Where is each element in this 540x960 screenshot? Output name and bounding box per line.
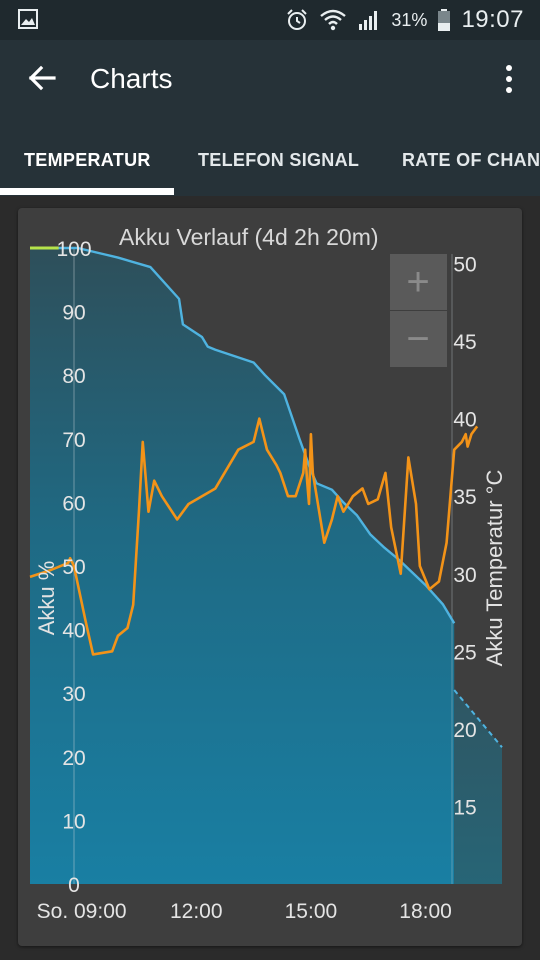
y2-tick-label: 15 — [453, 796, 476, 819]
y2-tick-label: 20 — [453, 719, 476, 742]
y-tick-label: 60 — [62, 492, 85, 515]
battery-line — [30, 246, 456, 624]
y-tick-label: 50 — [62, 556, 85, 579]
y-tick-label: 80 — [62, 365, 85, 388]
y-tick-label: 0 — [68, 874, 80, 897]
tab-temperatur[interactable]: TEMPERATUR — [24, 150, 151, 170]
tab-telefon-signal[interactable]: TELEFON SIGNAL — [198, 150, 360, 170]
x-tick-label: 15:00 — [285, 900, 338, 923]
chart-title: Akku Verlauf (4d 2h 20m) — [119, 224, 379, 250]
page-title: Charts — [90, 63, 173, 94]
y-axis-label: Akku % — [34, 561, 59, 636]
y-tick-label: 30 — [62, 683, 85, 706]
temperature-line — [29, 417, 479, 656]
y2-tick-label: 25 — [453, 641, 476, 664]
y2-tick-label: 35 — [453, 486, 476, 509]
app-bar: Charts — [0, 40, 540, 120]
wifi-icon — [320, 9, 347, 31]
y-tick-label: 20 — [62, 747, 85, 770]
zoom-out-label: − — [406, 317, 429, 361]
y-tick-label: 40 — [62, 620, 85, 643]
y2-tick-label: 45 — [453, 331, 476, 354]
x-tick-label: 12:00 — [170, 900, 223, 923]
chart-card: 0 10 20 30 40 50 60 70 80 90 100 15 20 25 30 35 40 45 50 … — [18, 208, 522, 946]
x-tick-label: So. 09:00 — [37, 900, 127, 923]
battery-projection-fill — [454, 690, 502, 884]
y2-tick-label: 40 — [453, 409, 476, 432]
zoom-out-button[interactable]: − — [390, 311, 447, 367]
alarm-icon — [287, 9, 308, 30]
y-tick-label: 70 — [62, 429, 85, 452]
tab-rate-of-change[interactable]: RATE OF CHANG — [402, 150, 540, 170]
battery-icon — [438, 9, 451, 31]
gallery-icon — [18, 9, 38, 29]
y2-tick-label: 50 — [453, 254, 476, 277]
zoom-in-label: + — [406, 260, 429, 304]
battery-projection-line — [453, 689, 503, 748]
y-tick-label: 90 — [62, 302, 85, 325]
battery-area-fill — [30, 248, 455, 884]
clock: 19:07 — [461, 6, 524, 33]
y-tick-label: 100 — [56, 238, 91, 261]
y2-axis-label: Akku Temperatur °C — [482, 470, 507, 667]
signal-icon — [359, 11, 378, 30]
content-area: 0 10 20 30 40 50 60 70 80 90 100 15 20 25 30 35 40 45 50 … — [0, 196, 540, 960]
zoom-in-button[interactable]: + — [390, 254, 447, 310]
battery-percent: 31% — [391, 9, 428, 30]
more-vert-icon[interactable] — [504, 64, 514, 94]
tab-bar: TEMPERATUR TELEFON SIGNAL RATE OF CHANG — [0, 120, 540, 196]
x-tick-label: 18:00 — [399, 900, 452, 923]
y-tick-label: 10 — [62, 810, 85, 833]
tab-indicator — [0, 188, 174, 195]
y2-tick-label: 30 — [453, 564, 476, 587]
arrow-left-icon[interactable] — [26, 62, 58, 94]
status-bar: 31% 19:07 — [0, 0, 540, 40]
